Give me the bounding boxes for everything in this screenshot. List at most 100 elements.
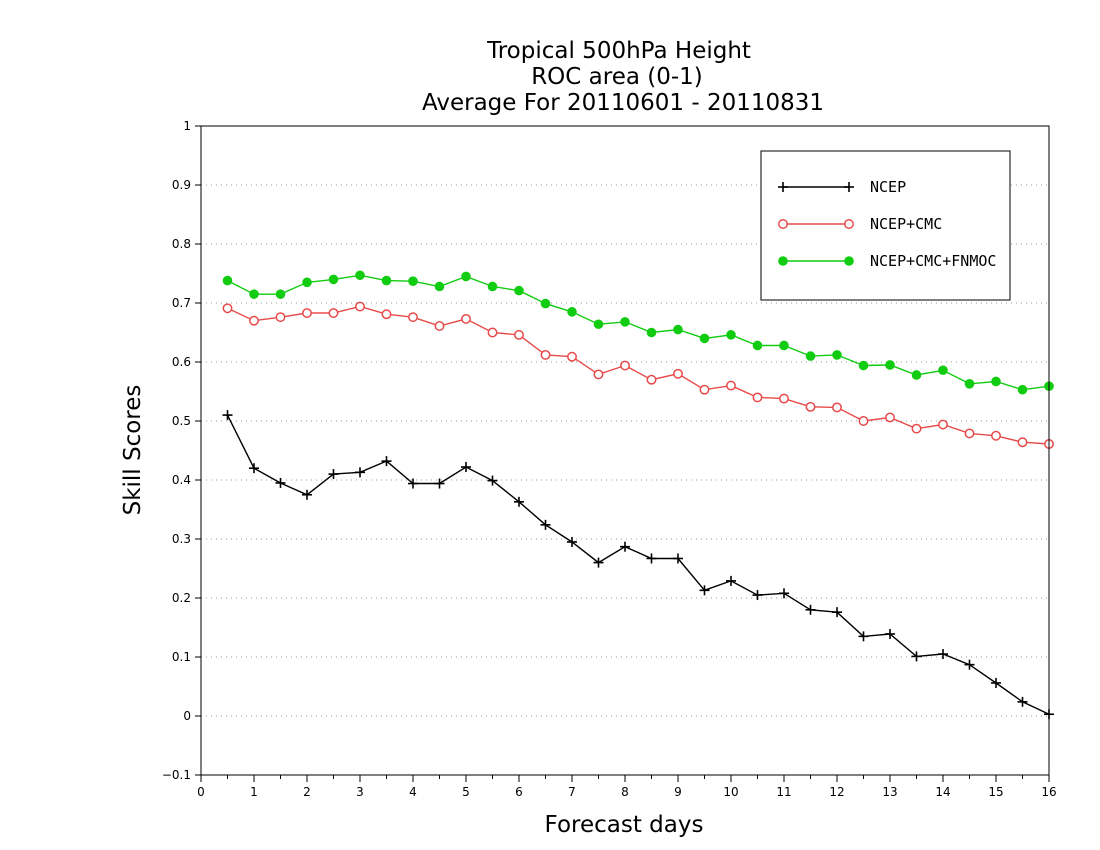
data-point <box>461 462 471 473</box>
data-point <box>540 519 551 530</box>
data-point <box>726 575 736 586</box>
data-point <box>222 303 233 314</box>
data-point <box>222 275 233 286</box>
x-tick-label: 12 <box>829 785 844 799</box>
chart-title-line-3: Average For 20110601 - 20110831 <box>422 90 824 116</box>
series-line <box>226 414 1050 715</box>
data-point <box>593 369 604 380</box>
data-point <box>381 309 392 320</box>
data-point <box>514 496 524 507</box>
x-tick-label: 4 <box>409 785 417 799</box>
legend-item: NCEP+CMC <box>778 215 942 233</box>
data-point <box>726 380 736 391</box>
data-point <box>408 312 418 323</box>
data-point <box>991 677 1001 688</box>
y-tick-label: 0.9 <box>172 178 191 192</box>
data-point <box>620 360 630 371</box>
y-tick-label: 0.3 <box>172 532 191 546</box>
y-tick-label: 0.2 <box>172 591 191 605</box>
data-point <box>461 313 471 324</box>
data-point <box>355 467 365 478</box>
legend-marker <box>844 256 854 266</box>
data-point <box>779 393 789 404</box>
series-2 <box>222 270 1054 395</box>
legend-box <box>760 150 1011 301</box>
data-point <box>222 410 233 421</box>
legend-item: NCEP <box>778 178 906 196</box>
chart-title-line-1: Tropical 500hPa Height <box>486 38 751 64</box>
data-point <box>249 315 259 326</box>
data-series <box>222 270 1054 720</box>
data-point <box>249 463 259 474</box>
y-tick-label: −0.1 <box>162 768 191 782</box>
data-point <box>487 327 498 338</box>
y-tick-label: 0.4 <box>172 473 191 487</box>
series-0 <box>222 410 1054 720</box>
data-point <box>964 379 975 389</box>
data-point <box>911 423 922 434</box>
y-tick-label: 0.8 <box>172 237 191 251</box>
data-point <box>487 281 498 292</box>
x-tick-label: 8 <box>621 785 629 799</box>
data-point <box>355 270 365 281</box>
y-tick-label: 0.1 <box>172 650 191 664</box>
data-point <box>381 456 392 467</box>
data-point <box>434 321 445 331</box>
data-point <box>938 419 948 430</box>
data-point <box>593 319 604 330</box>
data-point <box>275 289 286 299</box>
data-point <box>328 308 339 318</box>
legend-label: NCEP+CMC <box>870 215 942 233</box>
data-point <box>911 651 922 662</box>
data-point <box>275 312 286 323</box>
data-point <box>540 298 551 309</box>
data-point <box>673 553 683 564</box>
data-point <box>328 469 339 480</box>
data-point <box>514 285 524 296</box>
data-point <box>461 271 471 282</box>
legend-marker <box>778 182 788 192</box>
legend: NCEP NCEP+CMC NCEP+CMC+FNMOC <box>760 150 1011 301</box>
data-point <box>726 330 736 340</box>
y-tick-label: 0.6 <box>172 355 191 369</box>
series-1 <box>222 301 1054 449</box>
data-point <box>752 340 763 351</box>
data-point <box>1017 437 1028 448</box>
y-tick-label: 0.5 <box>172 414 191 428</box>
data-point <box>275 477 286 488</box>
data-point <box>832 350 842 360</box>
data-point <box>938 365 948 376</box>
data-point <box>858 416 869 426</box>
chart-title-line-2: ROC area (0-1) <box>531 64 703 90</box>
data-point <box>620 317 630 327</box>
x-tick-label: 6 <box>515 785 523 799</box>
x-tick-label: 1 <box>250 785 258 799</box>
data-point <box>964 428 975 439</box>
x-tick-label: 15 <box>988 785 1003 799</box>
data-point <box>885 628 895 639</box>
data-point <box>699 333 710 344</box>
y-axis: −0.1 0 0.1 0.2 0.3 0.4 0.5 0.6 0.7 0.8 0.9 1 <box>162 119 201 782</box>
data-point <box>620 541 630 552</box>
y-tick-label: 0 <box>183 709 191 723</box>
data-point <box>302 308 312 318</box>
y-tick-label: 1 <box>183 119 191 133</box>
legend-label: NCEP+CMC+FNMOC <box>870 252 996 270</box>
data-point <box>1017 696 1028 707</box>
data-point <box>567 536 577 547</box>
data-point <box>646 327 657 338</box>
legend-marker <box>844 182 854 192</box>
data-point <box>752 590 763 601</box>
x-tick-label: 9 <box>674 785 682 799</box>
x-axis-title: Forecast days <box>545 812 704 838</box>
data-point <box>699 585 710 596</box>
data-point <box>938 649 948 660</box>
data-point <box>964 659 975 670</box>
x-tick-label: 7 <box>568 785 576 799</box>
x-tick-label: 0 <box>197 785 205 799</box>
data-point <box>302 489 312 500</box>
x-tick-label: 13 <box>882 785 897 799</box>
data-point <box>646 553 657 564</box>
data-point <box>911 370 922 380</box>
